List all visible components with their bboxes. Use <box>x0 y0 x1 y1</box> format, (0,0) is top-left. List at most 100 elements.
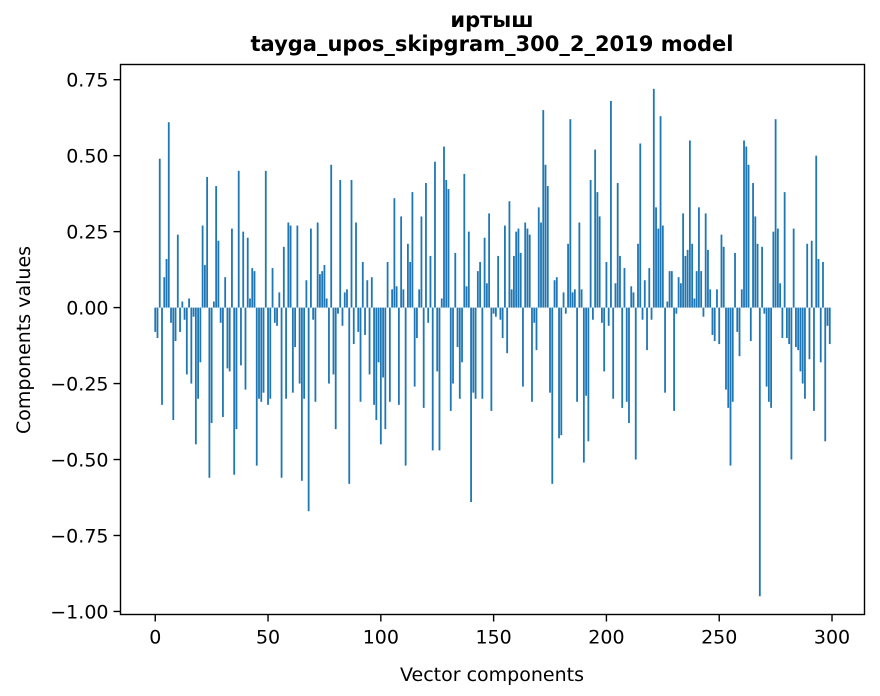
bar-component-273 <box>770 307 772 408</box>
bar-component-195 <box>594 149 597 308</box>
bar-component-62 <box>294 307 297 348</box>
bar-component-150 <box>492 307 495 314</box>
bar-component-235 <box>684 255 687 308</box>
bar-component-214 <box>637 243 639 308</box>
bar-component-38 <box>240 307 242 366</box>
bar-component-271 <box>765 307 768 387</box>
bar-component-12 <box>181 301 184 308</box>
bar-component-131 <box>449 307 452 411</box>
bar-component-184 <box>569 119 572 308</box>
bar-component-74 <box>321 271 324 308</box>
bar-component-21 <box>201 225 204 308</box>
bar-component-225 <box>661 225 664 308</box>
bar-component-194 <box>591 307 594 320</box>
bar-component-141 <box>472 307 475 393</box>
bar-component-291 <box>810 240 813 308</box>
bar-component-99 <box>377 307 380 363</box>
y-tick-label: 0.50 <box>66 146 108 168</box>
bar-component-78 <box>330 164 333 308</box>
bar-component-290 <box>808 307 811 360</box>
bar-component-187 <box>576 307 578 402</box>
bar-component-82 <box>339 179 342 308</box>
bar-component-176 <box>551 307 554 484</box>
bar-component-44 <box>253 271 256 308</box>
bar-component-158 <box>510 289 513 308</box>
bar-component-293 <box>815 155 818 308</box>
bar-component-93 <box>364 307 366 335</box>
bar-component-1 <box>156 307 159 338</box>
bar-component-227 <box>666 301 669 308</box>
bar-component-117 <box>418 289 421 308</box>
bar-component-101 <box>382 307 384 378</box>
bar-component-95 <box>368 307 371 375</box>
bar-component-26 <box>212 301 215 308</box>
bar-component-149 <box>490 307 493 411</box>
bar-component-182 <box>564 307 567 314</box>
bar-component-203 <box>612 307 615 399</box>
bar-component-237 <box>688 140 691 308</box>
bar-component-174 <box>546 186 549 308</box>
bar-component-32 <box>226 307 229 369</box>
bar-component-252 <box>722 246 725 308</box>
bar-component-18 <box>194 307 197 445</box>
bar-component-265 <box>752 183 754 308</box>
bar-component-61 <box>291 307 294 393</box>
bar-component-297 <box>824 307 827 442</box>
bar-component-92 <box>361 262 364 308</box>
bar-component-221 <box>652 88 655 308</box>
bar-component-125 <box>436 307 439 372</box>
bar-component-9 <box>174 307 177 342</box>
bar-component-4 <box>163 277 166 308</box>
bar-component-204 <box>614 283 617 308</box>
bar-component-228 <box>668 271 671 308</box>
bar-component-171 <box>540 222 542 308</box>
bar-component-284 <box>795 307 797 348</box>
bar-component-57 <box>282 246 285 308</box>
bar-component-91 <box>359 307 362 402</box>
bar-component-104 <box>388 307 391 402</box>
bar-component-28 <box>217 240 220 308</box>
bar-component-45 <box>255 307 258 466</box>
bar-component-66 <box>303 307 306 399</box>
bar-component-251 <box>720 234 723 308</box>
bar-component-5 <box>165 258 168 308</box>
bar-component-193 <box>589 179 592 308</box>
bar-component-30 <box>222 307 224 417</box>
bar-component-201 <box>607 307 610 326</box>
bar-component-68 <box>307 307 310 512</box>
bar-component-295 <box>819 307 822 363</box>
bar-component-238 <box>691 243 694 308</box>
bar-component-33 <box>228 307 231 372</box>
bar-component-179 <box>558 307 560 439</box>
bar-component-262 <box>745 146 748 308</box>
bar-component-218 <box>646 307 648 351</box>
bar-component-121 <box>427 307 430 323</box>
bar-component-22 <box>203 265 206 308</box>
bar-component-118 <box>420 216 423 308</box>
bar-component-63 <box>296 225 299 308</box>
bar-component-119 <box>422 307 425 408</box>
bar-component-178 <box>555 277 558 308</box>
bar-component-72 <box>316 222 319 308</box>
bar-component-108 <box>397 307 400 405</box>
bar-component-296 <box>822 262 824 308</box>
bar-component-168 <box>533 307 536 323</box>
bar-component-255 <box>729 307 732 466</box>
bar-component-43 <box>251 268 254 308</box>
bar-component-286 <box>799 307 802 372</box>
bar-component-292 <box>813 307 815 411</box>
bar-component-280 <box>785 307 788 338</box>
bar-component-88 <box>352 307 355 345</box>
y-tick-label: 0.00 <box>66 298 108 320</box>
bar-component-31 <box>224 277 227 308</box>
bar-component-162 <box>519 252 522 308</box>
bar-component-239 <box>693 298 696 308</box>
bar-component-40 <box>244 307 247 390</box>
bar-component-134 <box>456 307 459 348</box>
bar-component-14 <box>185 307 188 375</box>
chart-title-model: tayga_upos_skipgram_300_2_2019 model <box>251 32 734 56</box>
bar-component-89 <box>355 222 357 308</box>
bar-component-226 <box>664 307 666 393</box>
bar-component-250 <box>718 307 721 345</box>
